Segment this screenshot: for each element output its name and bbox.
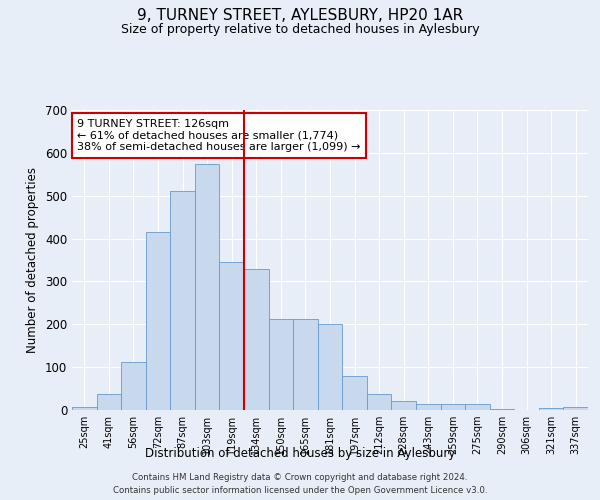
Text: Distribution of detached houses by size in Aylesbury: Distribution of detached houses by size … [145,448,455,460]
Bar [318,324,342,410]
Text: Contains HM Land Registry data © Crown copyright and database right 2024.
Contai: Contains HM Land Registry data © Crown c… [113,474,487,495]
Bar [72,406,97,410]
Bar [195,164,220,410]
Bar [220,262,244,410]
Y-axis label: Number of detached properties: Number of detached properties [26,167,40,353]
Bar [367,394,391,410]
Bar [563,406,588,410]
Bar [539,408,563,410]
Text: 9 TURNEY STREET: 126sqm
← 61% of detached houses are smaller (1,774)
38% of semi: 9 TURNEY STREET: 126sqm ← 61% of detache… [77,119,361,152]
Bar [269,318,293,410]
Bar [121,362,146,410]
Bar [293,318,318,410]
Bar [391,402,416,410]
Bar [490,408,514,410]
Text: 9, TURNEY STREET, AYLESBURY, HP20 1AR: 9, TURNEY STREET, AYLESBURY, HP20 1AR [137,8,463,22]
Bar [416,404,440,410]
Text: Size of property relative to detached houses in Aylesbury: Size of property relative to detached ho… [121,22,479,36]
Bar [244,268,269,410]
Bar [170,192,195,410]
Bar [97,394,121,410]
Bar [465,404,490,410]
Bar [440,404,465,410]
Bar [342,376,367,410]
Bar [146,232,170,410]
